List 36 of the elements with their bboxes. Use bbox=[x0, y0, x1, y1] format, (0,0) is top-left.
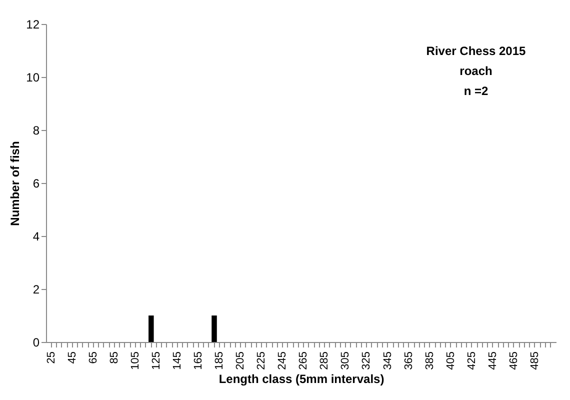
x-tick-label: 65 bbox=[87, 352, 100, 364]
annotation: River Chess 2015 bbox=[426, 44, 526, 58]
x-tick-label: 25 bbox=[45, 352, 58, 364]
x-tick-label: 245 bbox=[276, 352, 289, 370]
x-tick-label: 205 bbox=[234, 352, 247, 370]
y-tick-label: 12 bbox=[26, 18, 40, 32]
y-tick-label: 4 bbox=[32, 230, 40, 244]
y-tick-label: 2 bbox=[32, 282, 40, 296]
x-tick-label: 105 bbox=[129, 352, 142, 370]
x-tick-label: 465 bbox=[508, 352, 520, 370]
x-tick-label: 125 bbox=[150, 352, 162, 370]
x-tick-label: 185 bbox=[214, 352, 226, 370]
x-tick-label: 425 bbox=[466, 352, 478, 370]
x-tick-label: 305 bbox=[340, 352, 352, 370]
x-tick-label: 385 bbox=[424, 352, 436, 370]
x-tick-label: 165 bbox=[192, 352, 204, 370]
x-tick-label: 285 bbox=[318, 352, 331, 370]
x-tick-label: 345 bbox=[382, 352, 394, 370]
y-tick-label: 10 bbox=[26, 70, 40, 84]
y-tick-label: 8 bbox=[32, 124, 40, 138]
x-tick-label: 445 bbox=[486, 352, 499, 370]
x-tick-label: 45 bbox=[66, 352, 78, 364]
x-tick-label: 485 bbox=[528, 352, 541, 370]
x-tick-label: 225 bbox=[256, 352, 268, 370]
x-tick-label: 325 bbox=[360, 352, 373, 370]
x-tick-label: 85 bbox=[108, 352, 120, 364]
y-axis-title: Number of fish bbox=[8, 141, 22, 226]
y-tick-label: 0 bbox=[32, 336, 40, 350]
y-tick-label: 6 bbox=[32, 176, 40, 190]
x-tick-label: 365 bbox=[402, 352, 415, 370]
x-axis-title: Length class (5mm intervals) bbox=[218, 372, 384, 386]
x-tick-label: 405 bbox=[444, 352, 457, 370]
x-tick-label: 265 bbox=[298, 352, 310, 370]
annotation: n =2 bbox=[464, 84, 488, 98]
x-tick-label: 145 bbox=[171, 352, 184, 370]
annotation: roach bbox=[460, 64, 492, 78]
